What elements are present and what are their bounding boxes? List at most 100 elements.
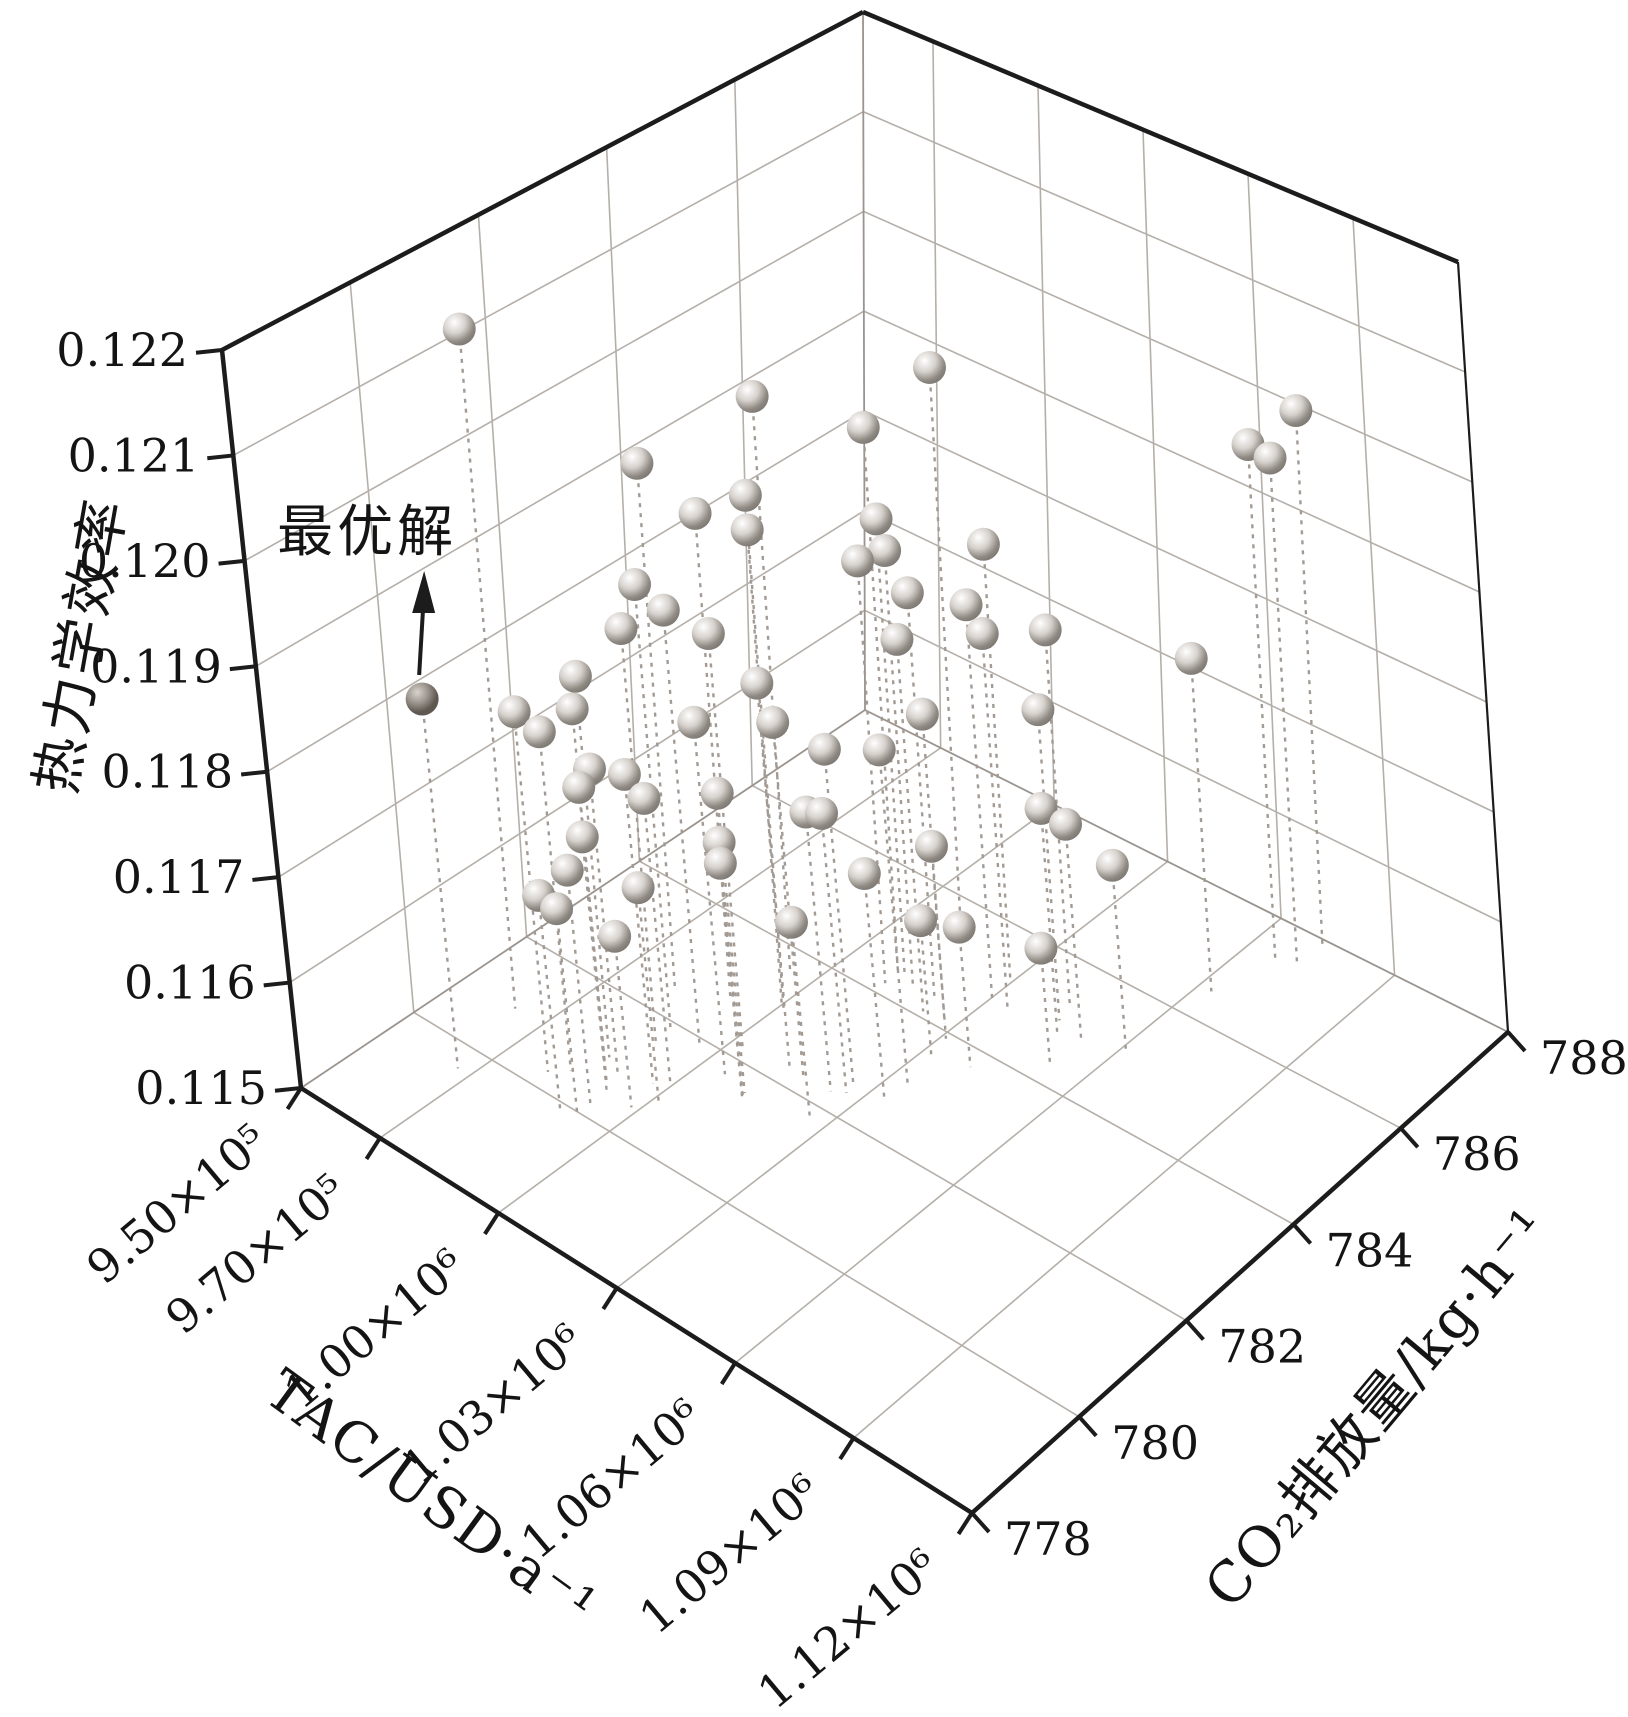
data-point bbox=[880, 622, 914, 656]
data-point bbox=[558, 659, 592, 693]
data-point bbox=[604, 612, 638, 646]
data-point bbox=[862, 733, 896, 767]
tick-mark bbox=[483, 1211, 501, 1236]
tick-mark bbox=[207, 453, 234, 461]
data-point bbox=[756, 705, 790, 739]
tick-mark bbox=[274, 1086, 302, 1093]
drop-line bbox=[458, 328, 517, 1009]
grid-line bbox=[853, 974, 1396, 1439]
data-point bbox=[949, 588, 983, 622]
data-point bbox=[497, 695, 531, 729]
data-point bbox=[1021, 693, 1055, 727]
drop-line bbox=[750, 396, 792, 974]
drop-line bbox=[635, 463, 677, 988]
drop-line bbox=[982, 544, 1012, 980]
box-edge bbox=[300, 709, 866, 1089]
data-point bbox=[1024, 931, 1058, 965]
drop-line bbox=[623, 774, 655, 1084]
grid-line bbox=[255, 310, 865, 667]
grid-line bbox=[266, 410, 865, 773]
data-point bbox=[735, 379, 769, 413]
drop-line bbox=[856, 560, 887, 984]
data-point bbox=[627, 781, 661, 815]
drop-line bbox=[574, 676, 611, 1058]
z-tick-label: 0.118 bbox=[101, 745, 233, 799]
drop-line bbox=[1043, 629, 1071, 1005]
optimal-annotation-arrowhead bbox=[412, 570, 436, 613]
box-edge bbox=[299, 1086, 974, 1515]
grid-line bbox=[244, 210, 864, 562]
box-edge bbox=[1456, 261, 1510, 1033]
drop-line bbox=[957, 927, 972, 1068]
tick-mark bbox=[240, 769, 268, 777]
box-edge bbox=[864, 709, 1509, 1033]
tick-mark bbox=[956, 1511, 974, 1536]
grid-line bbox=[863, 310, 1480, 593]
data-point bbox=[598, 919, 632, 953]
box-edge bbox=[219, 349, 304, 1089]
tick-mark bbox=[1399, 1126, 1420, 1149]
data-point bbox=[728, 478, 762, 512]
data-point bbox=[677, 705, 711, 739]
grid-line bbox=[734, 917, 1282, 1364]
y-tick-label: 778 bbox=[1004, 1512, 1092, 1566]
drop-line bbox=[921, 713, 946, 1024]
drop-line bbox=[919, 920, 933, 1061]
data-point bbox=[942, 910, 976, 944]
drop-line bbox=[1111, 865, 1128, 1050]
data-point bbox=[730, 513, 764, 547]
data-point bbox=[1095, 848, 1129, 882]
grid-line bbox=[605, 147, 641, 862]
drop-line bbox=[1064, 824, 1083, 1040]
tick-mark bbox=[195, 348, 223, 355]
drop-line bbox=[1268, 457, 1299, 963]
optimal-annotation-label: 最优解 bbox=[277, 500, 457, 565]
drop-line bbox=[420, 698, 460, 1069]
drop-line bbox=[981, 633, 1009, 1007]
grid-line bbox=[232, 111, 864, 457]
data-point bbox=[646, 593, 680, 627]
x-tick-label: 1.09×10⁶ bbox=[629, 1463, 831, 1644]
box-edge bbox=[862, 11, 866, 711]
drop-lines bbox=[420, 328, 1324, 1117]
data-point bbox=[912, 350, 946, 384]
z-tick-label: 0.119 bbox=[90, 639, 222, 693]
tick-mark bbox=[601, 1286, 619, 1311]
tick-mark bbox=[1506, 1030, 1527, 1053]
data-point bbox=[565, 820, 599, 854]
z-tick-label: 0.120 bbox=[79, 534, 211, 588]
data-point bbox=[1279, 393, 1313, 427]
drop-line bbox=[804, 811, 832, 1092]
data-point bbox=[700, 776, 734, 810]
data-point bbox=[442, 312, 476, 346]
drop-line bbox=[930, 846, 948, 1039]
grid-line bbox=[863, 410, 1487, 703]
drop-line bbox=[613, 936, 633, 1108]
grid-line bbox=[1352, 217, 1396, 976]
data-point bbox=[691, 617, 725, 651]
tick-mark bbox=[218, 558, 245, 566]
drop-line bbox=[1039, 808, 1059, 1034]
data-point bbox=[620, 446, 654, 480]
drop-line bbox=[693, 513, 732, 998]
tick-mark bbox=[838, 1436, 856, 1461]
data-point bbox=[1024, 791, 1058, 825]
data-point bbox=[890, 576, 924, 610]
grid-line bbox=[616, 860, 1169, 1289]
data-point bbox=[904, 904, 938, 938]
data-point bbox=[805, 796, 839, 830]
tick-mark bbox=[285, 1086, 303, 1111]
data-point bbox=[966, 527, 1000, 561]
data-point bbox=[847, 857, 881, 891]
drop-line bbox=[928, 367, 964, 947]
data-point bbox=[868, 534, 902, 568]
y-tick-label: 786 bbox=[1433, 1127, 1521, 1181]
drop-line bbox=[820, 813, 848, 1094]
grid-line bbox=[932, 41, 942, 748]
drop-line bbox=[555, 908, 579, 1112]
grid-line bbox=[1247, 173, 1282, 919]
grid-line bbox=[477, 214, 528, 937]
data-point bbox=[540, 892, 574, 926]
